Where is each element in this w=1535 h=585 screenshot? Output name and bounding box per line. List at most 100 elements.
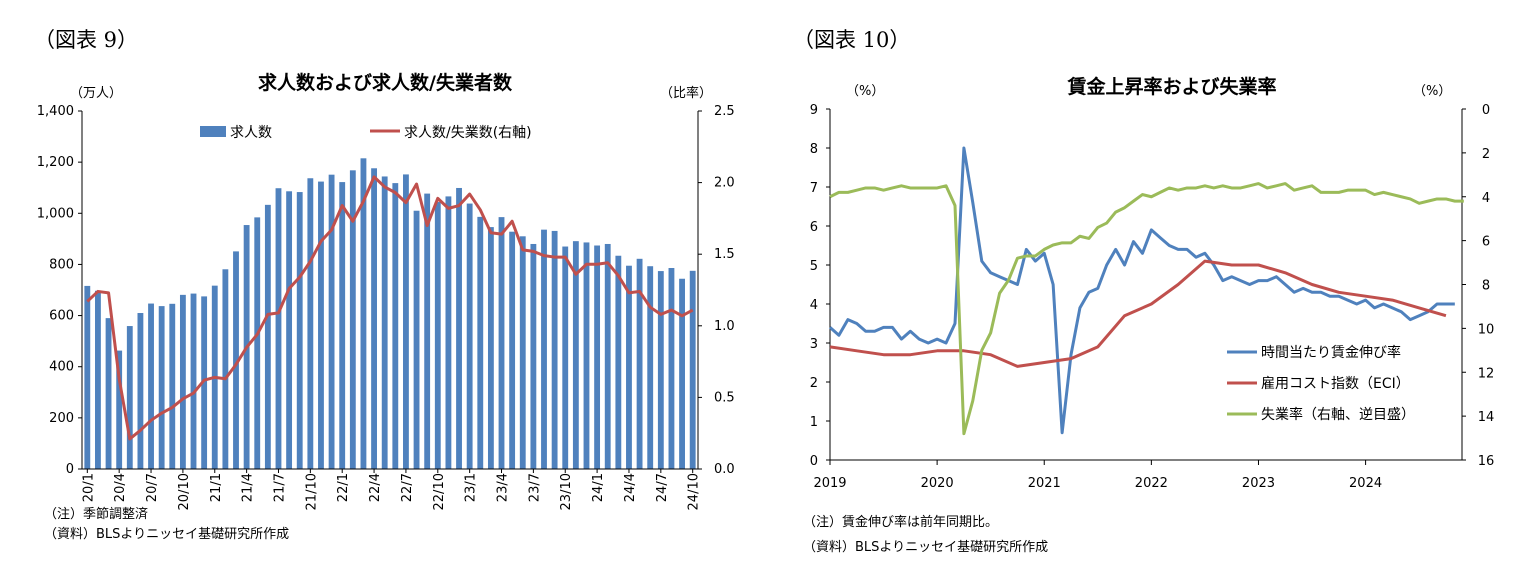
bar <box>84 285 91 469</box>
bar <box>519 236 526 469</box>
bar <box>509 231 516 469</box>
bar <box>445 196 452 469</box>
bar <box>254 217 261 469</box>
x-axis-tick-label: 21/10 <box>304 473 319 510</box>
x-axis-tick-label: 23/7 <box>527 473 542 502</box>
bar <box>668 268 675 469</box>
right-axis-tick-label: 16 <box>1478 454 1495 469</box>
x-axis-ticks: 2019 2020 2021 2022 2023 2024 <box>813 460 1382 491</box>
left-axis-tick-label: 400 <box>49 360 74 375</box>
legend-label-line: 求人数/失業数(右軸) <box>404 125 532 141</box>
x-axis-tick-label: 20/4 <box>113 473 128 502</box>
bar <box>392 183 399 469</box>
x-axis-ticks: 20/1 20/4 20/7 20/10 21/1 21/4 21/7 21/10 22/1 22… <box>81 469 702 510</box>
x-axis-tick-label: 22/10 <box>432 473 447 510</box>
legend: 時間当たり賃金伸び率 雇用コスト指数（ECI） 失業率（右軸、逆目盛） <box>1227 344 1415 423</box>
x-axis-tick-label: 23/1 <box>464 473 479 502</box>
x-axis-tick-label: 2019 <box>813 476 846 491</box>
x-axis-tick-label: 2023 <box>1242 476 1275 491</box>
chart-figure-9: （図表 9） 求人数および求人数/失業者数 （万人） （比率） 0 200 400 6… <box>34 28 735 542</box>
line-series <box>829 146 1464 436</box>
left-axis-tick-label: 3 <box>810 337 818 352</box>
left-axis-tick-label: 2 <box>810 376 818 391</box>
left-axis-tick-label: 7 <box>810 181 818 196</box>
bar <box>126 326 133 469</box>
bar <box>381 176 388 469</box>
left-axis-tick-label: 200 <box>49 411 74 426</box>
right-axis-tick-label: 2.0 <box>714 176 735 191</box>
bar <box>477 216 484 469</box>
figure-9-title: 求人数および求人数/失業者数 <box>258 71 513 94</box>
bar <box>105 318 112 469</box>
bar <box>636 258 643 469</box>
bar <box>403 174 409 469</box>
right-axis-unit: （比率） <box>660 85 712 101</box>
right-axis-ticks: 0 2 4 6 8 10 12 14 16 <box>1462 103 1494 469</box>
left-axis-tick-label: 1,400 <box>37 104 74 119</box>
x-axis-tick-label: 2020 <box>921 476 954 491</box>
bar <box>286 191 293 469</box>
right-axis-tick-label: 8 <box>1482 279 1490 294</box>
right-axis-tick-label: 0.5 <box>714 390 735 405</box>
bar <box>360 158 367 470</box>
right-axis-tick-label: 2 <box>1482 147 1490 162</box>
bar <box>572 241 579 469</box>
bar <box>583 242 590 469</box>
left-axis-tick-label: 6 <box>810 220 818 235</box>
bar <box>158 306 165 469</box>
bar-series <box>84 158 696 470</box>
left-axis-tick-label: 600 <box>49 309 74 324</box>
x-axis-tick-label: 22/4 <box>368 473 383 502</box>
x-axis-tick-label: 21/7 <box>272 473 287 502</box>
legend-label-wage: 時間当たり賃金伸び率 <box>1261 344 1401 361</box>
source-text: （資料）BLSよりニッセイ基礎研究所作成 <box>44 527 289 542</box>
left-axis-tick-label: 1,000 <box>37 206 74 221</box>
bar <box>349 170 356 469</box>
x-axis-tick-label: 24/4 <box>623 473 638 502</box>
x-axis-tick-label: 21/1 <box>209 473 224 502</box>
right-axis-tick-label: 1.0 <box>714 319 735 334</box>
bar <box>679 278 685 469</box>
bar <box>424 193 431 470</box>
x-axis-tick-label: 20/10 <box>177 473 192 510</box>
legend-label-eci: 雇用コスト指数（ECI） <box>1261 375 1410 392</box>
right-axis-tick-label: 1.5 <box>714 247 735 262</box>
x-axis-tick-label: 2021 <box>1028 476 1061 491</box>
left-axis-tick-label: 5 <box>810 259 818 274</box>
right-axis-tick-label: 0.0 <box>714 462 735 477</box>
bar <box>339 182 346 470</box>
left-axis-tick-label: 8 <box>810 142 818 157</box>
x-axis-tick-label: 22/7 <box>400 473 415 502</box>
axes <box>829 109 1463 461</box>
axes <box>81 111 699 470</box>
right-axis-ticks: 0.0 0.5 1.0 1.5 2.0 2.5 <box>698 104 735 477</box>
left-axis-tick-label: 0 <box>66 462 74 477</box>
bar <box>137 313 144 469</box>
bar <box>626 265 632 469</box>
bar <box>530 243 537 469</box>
right-axis-tick-label: 6 <box>1482 235 1490 250</box>
left-axis-tick-label: 1 <box>810 415 818 430</box>
bar <box>148 303 154 469</box>
bar <box>296 192 303 469</box>
series-line <box>86 175 694 441</box>
x-axis-tick-label: 23/4 <box>496 473 511 502</box>
x-axis-tick-label: 20/1 <box>81 473 96 502</box>
bar <box>233 251 239 469</box>
bar <box>264 204 271 469</box>
legend-label-bar: 求人数 <box>230 125 272 141</box>
right-axis-tick-label: 14 <box>1478 410 1495 425</box>
bar <box>116 350 123 469</box>
legend-label-unemployment: 失業率（右軸、逆目盛） <box>1261 406 1415 423</box>
bar <box>541 229 547 469</box>
bar <box>201 296 208 469</box>
bar <box>487 227 494 469</box>
bar <box>318 181 324 469</box>
left-axis-unit: （%） <box>846 84 884 99</box>
bar <box>551 230 558 469</box>
bar <box>615 255 622 469</box>
left-axis-tick-label: 4 <box>810 298 818 313</box>
bar <box>413 210 420 469</box>
bar <box>434 202 441 469</box>
left-axis-tick-label: 9 <box>810 103 818 118</box>
